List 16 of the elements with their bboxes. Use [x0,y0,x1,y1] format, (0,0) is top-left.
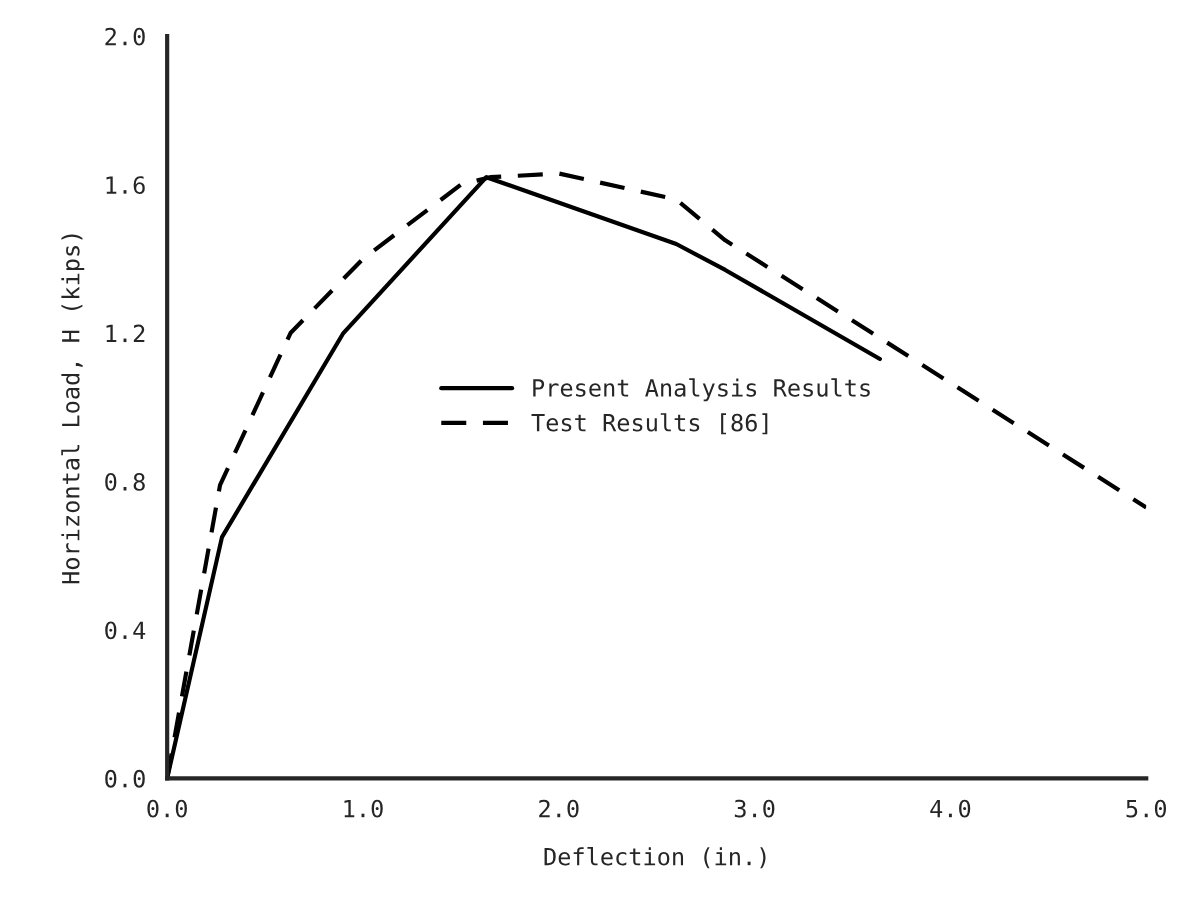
x-tick-label: 4.0 [930,799,971,818]
y-tick-label: 1.2 [106,324,145,343]
y-tick-label: 0.0 [105,769,145,788]
y-tick-label: 0.8 [105,472,145,491]
x-tick-label: 3.0 [734,799,775,818]
x-tick-label: 2.0 [539,799,579,818]
y-tick-label: 2.0 [105,27,145,46]
y-tick-label: 1.6 [106,176,145,194]
legend-label: Test Results [86] [531,413,768,435]
y-tick-label: 0.4 [105,621,146,640]
y-axis-title: Horizontal Load, H (kips) [61,234,85,584]
x-axis-title: Deflection (in.) [544,847,766,869]
x-tick-label: 5.0 [1126,799,1167,818]
legend-label: Present Analysis Results [533,378,870,402]
x-tick-label: 0.0 [147,799,187,818]
x-tick-label: 1.0 [344,799,383,818]
